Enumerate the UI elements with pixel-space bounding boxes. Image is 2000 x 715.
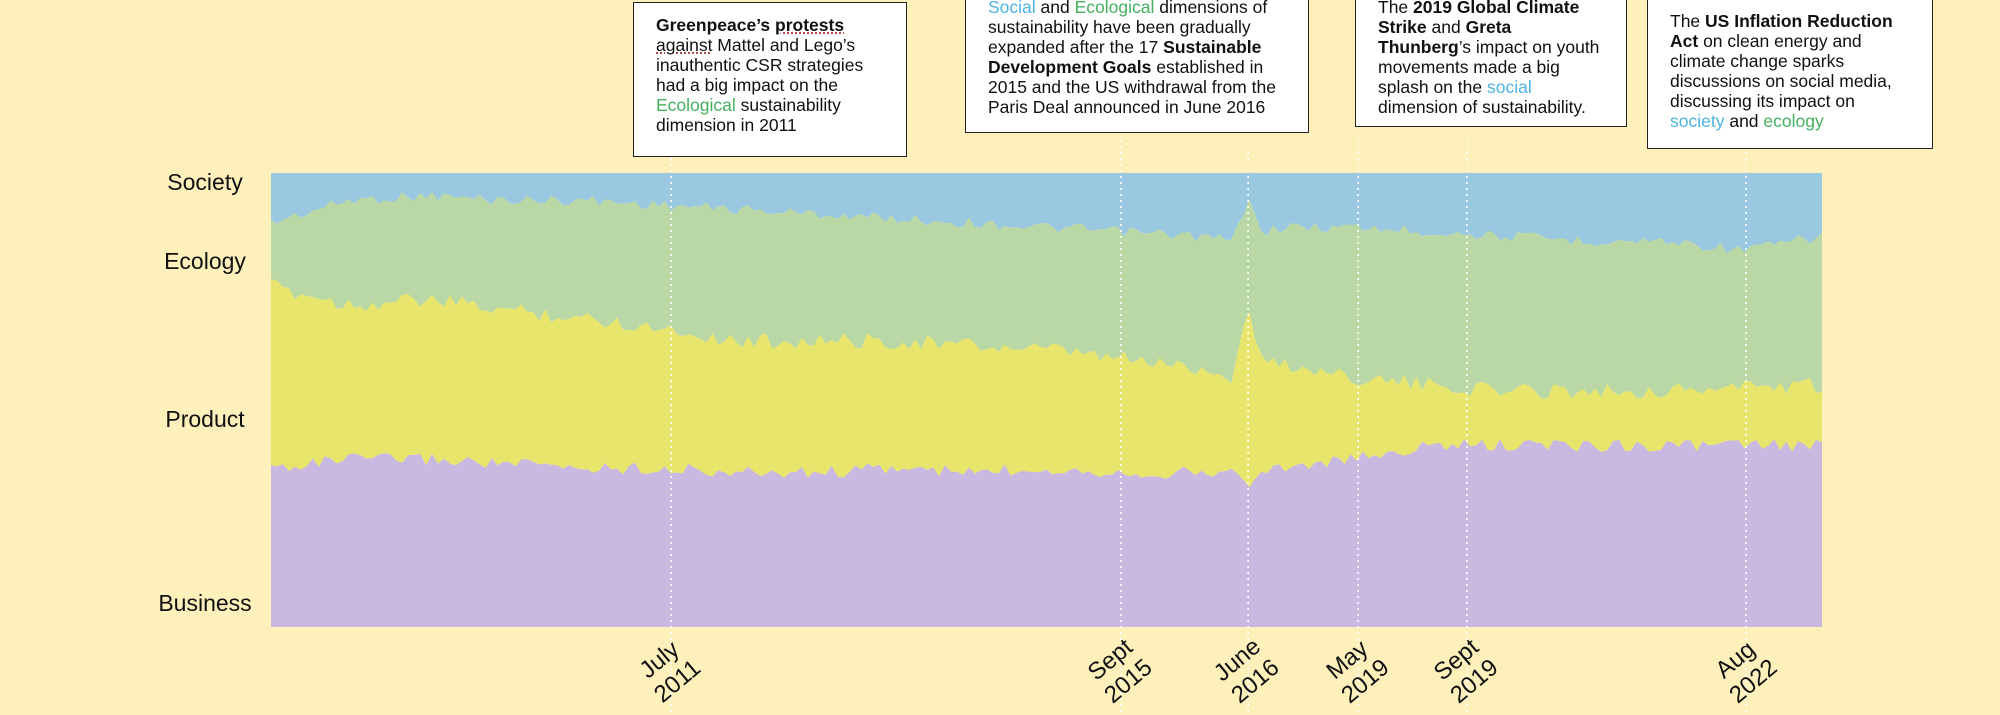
- annot2-text-and: and: [1035, 0, 1075, 17]
- annot4-text-and: and: [1724, 111, 1764, 131]
- annot2-text: dimensions of sustainability have been g…: [988, 0, 1268, 57]
- annotation-ira: The US Inflation Reduction Act on clean …: [1647, 0, 1933, 149]
- annot3-text: ’s impact on youth movements made a big …: [1378, 37, 1600, 97]
- annot3-text-the: The: [1378, 0, 1414, 17]
- annot4-ecology: ecology: [1763, 111, 1824, 131]
- band-society: [271, 173, 1822, 254]
- annot1-ecological: Ecological: [656, 95, 736, 115]
- annot3-text-end: dimension of sustainability.: [1378, 97, 1586, 117]
- annot3-text-and: and: [1426, 17, 1466, 37]
- annot4-text-the: The: [1670, 11, 1706, 31]
- annot1-bold-greenpeace: Greenpeace’s: [656, 15, 771, 35]
- annot1-bold-protests: protests: [775, 15, 845, 35]
- annot4-society: society: [1670, 111, 1725, 131]
- band-ecology: [271, 192, 1822, 399]
- annot2-text-end: established in 2015 and the US withdrawa…: [988, 57, 1276, 117]
- annot4-bold-ira: US Inflation Reduction Act: [1670, 11, 1893, 51]
- band-product: [271, 278, 1822, 488]
- band-label-society: Society: [167, 169, 243, 195]
- annot2-social: Social: [988, 0, 1036, 17]
- band-label-ecology: Ecology: [164, 248, 246, 274]
- annot4-text: on clean energy and climate change spark…: [1670, 31, 1892, 111]
- annot3-bold-greta: Greta Thunberg: [1378, 17, 1512, 57]
- annot1-text-end: sustainability dimension in 2011: [656, 95, 841, 135]
- annot1-text: Mattel and Lego’s inauthentic CSR strate…: [656, 35, 864, 95]
- band-label-product: Product: [165, 406, 245, 432]
- band-label-business: Business: [158, 590, 252, 616]
- annot1-text-against: against: [656, 35, 713, 55]
- annotation-greenpeace: Greenpeace’s protests against Mattel and…: [633, 2, 907, 157]
- annot3-social: social: [1486, 77, 1532, 97]
- annotation-sdg: Social and Ecological dimensions of sust…: [965, 0, 1309, 133]
- annot2-ecological: Ecological: [1074, 0, 1155, 17]
- annot2-bold-sdg: Sustainable Development Goals: [988, 37, 1262, 77]
- annot3-bold-strike: 2019 Global Climate Strike: [1378, 0, 1580, 37]
- annotation-climate-strike: The 2019 Global Climate Strike and Greta…: [1355, 0, 1627, 127]
- band-business: [271, 439, 1822, 627]
